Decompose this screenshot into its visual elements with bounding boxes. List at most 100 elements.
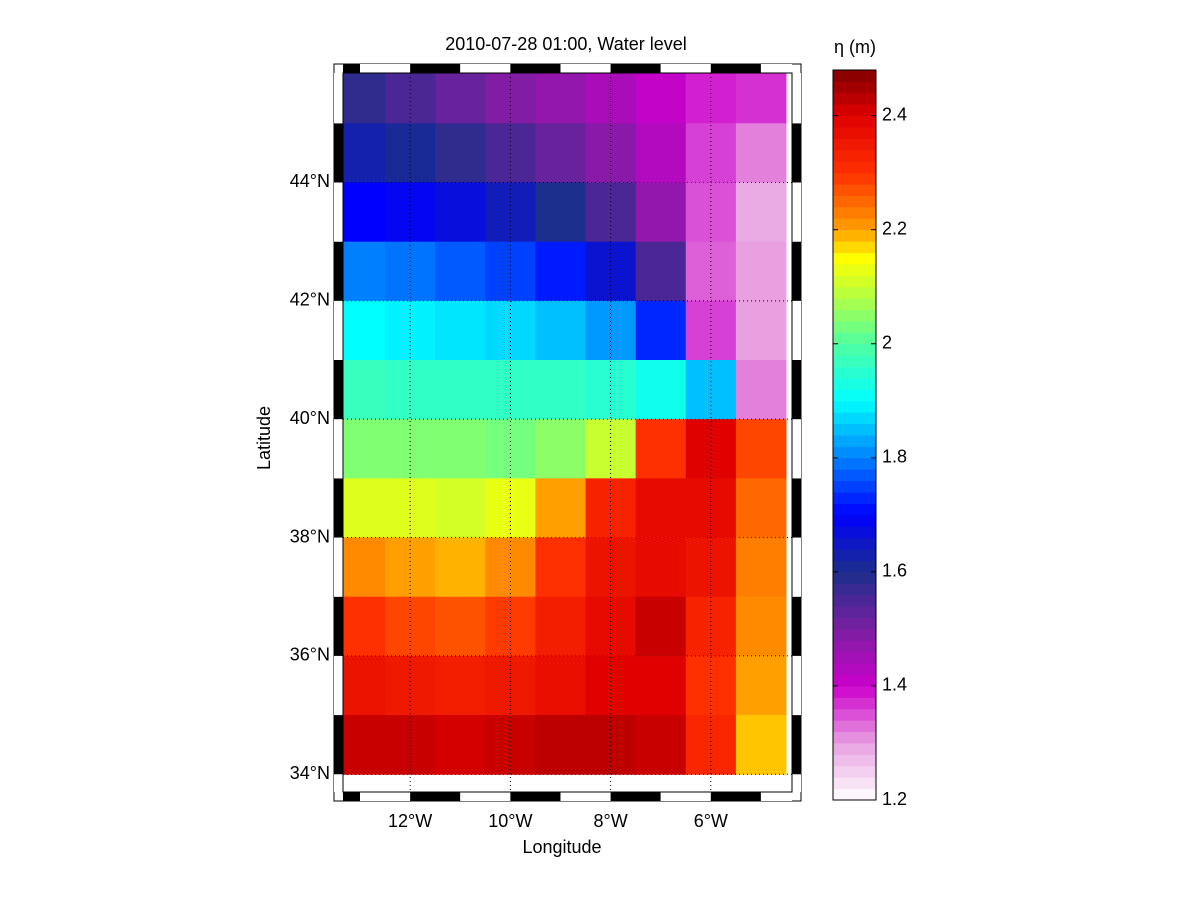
cell: [585, 241, 637, 302]
colorbar-band: [833, 617, 876, 630]
colorbar-band: [833, 731, 876, 744]
cell: [585, 478, 637, 539]
colorbar-band: [833, 400, 876, 413]
cell: [535, 360, 587, 420]
colorbar-band: [833, 628, 876, 641]
colorbar-band: [833, 195, 876, 208]
frame-segment: [792, 241, 801, 301]
frame-segment: [334, 774, 343, 792]
colorbar-band: [833, 537, 876, 550]
frame-segment: [760, 792, 792, 801]
colorbar-band: [833, 503, 876, 516]
colorbar-band: [833, 514, 876, 527]
y-tick-label: 44°N: [290, 171, 330, 191]
cell: [635, 360, 687, 420]
colorbar-band: [833, 229, 876, 242]
colorbar-band: [833, 640, 876, 653]
cell: [435, 360, 486, 420]
cell: [485, 300, 536, 361]
cell: [635, 655, 687, 716]
cell: [585, 182, 637, 243]
cell: [435, 655, 486, 716]
frame-segment: [792, 300, 801, 361]
cell: [535, 478, 587, 539]
cell: [735, 596, 787, 657]
cell: [385, 596, 436, 657]
cell: [585, 596, 637, 657]
cell: [635, 241, 687, 302]
frame-segment: [560, 64, 611, 73]
colorbar-tick-label: 2: [882, 333, 892, 353]
cell: [685, 182, 737, 243]
colorbar-band: [833, 241, 876, 253]
colorbar-band: [833, 149, 876, 162]
colorbar-band: [833, 594, 876, 607]
cell: [343, 419, 386, 479]
frame-segment: [334, 241, 343, 301]
x-tick-label: 12°W: [388, 811, 432, 831]
cell: [685, 596, 737, 657]
frame-segment: [334, 715, 343, 775]
cell: [435, 300, 486, 361]
cell: [685, 537, 737, 598]
colorbar-band: [833, 674, 876, 687]
colorbar-band: [833, 332, 876, 345]
cell: [535, 241, 587, 302]
cell: [685, 241, 737, 302]
colorbar-band: [833, 377, 876, 390]
cell: [343, 537, 386, 598]
colorbar-band: [833, 423, 876, 436]
cell: [735, 478, 787, 539]
colorbar-band: [833, 298, 876, 311]
colorbar-band: [833, 263, 876, 276]
cell: [485, 182, 536, 243]
cell: [635, 715, 687, 775]
colorbar-band: [833, 412, 876, 425]
cell: [535, 655, 587, 716]
colorbar-band: [833, 720, 876, 733]
frame-segment: [460, 64, 511, 73]
colorbar-band: [833, 81, 876, 94]
frame-segment: [610, 64, 661, 73]
frame-segment: [460, 792, 511, 801]
colorbar-band: [833, 754, 876, 767]
frame-segment: [610, 792, 661, 801]
cell: [535, 182, 587, 243]
cell: [485, 478, 536, 539]
cell: [735, 655, 787, 716]
colorbar-band: [833, 742, 876, 755]
cell: [343, 123, 386, 183]
colorbar-band: [833, 127, 876, 139]
cell: [435, 478, 486, 539]
cell: [485, 596, 536, 657]
cell: [343, 478, 386, 539]
cell: [535, 123, 587, 183]
colorbar-band: [833, 446, 876, 459]
y-tick-label: 42°N: [290, 290, 330, 310]
frame-segment: [792, 419, 801, 479]
cell: [385, 478, 436, 539]
colorbar-band: [833, 469, 876, 482]
cell: [343, 182, 386, 243]
map-field: [343, 73, 787, 775]
colorbar-band: [833, 571, 876, 584]
colorbar-band: [833, 663, 876, 676]
colorbar-band: [833, 765, 876, 778]
cell: [535, 537, 587, 598]
cell: [435, 537, 486, 598]
colorbar-band: [833, 560, 876, 573]
cell: [635, 419, 687, 479]
frame-segment: [792, 715, 801, 775]
frame-segment: [510, 792, 561, 801]
frame-segment: [334, 419, 343, 479]
frame-segment: [334, 300, 343, 361]
cell: [343, 360, 386, 420]
cell: [735, 360, 787, 420]
cell: [535, 596, 587, 657]
colorbar-band: [833, 92, 876, 105]
colorbar-band: [833, 777, 876, 790]
colorbar-band: [833, 389, 876, 402]
cell: [485, 241, 536, 302]
colorbar-tick-label: 2.2: [882, 218, 907, 238]
